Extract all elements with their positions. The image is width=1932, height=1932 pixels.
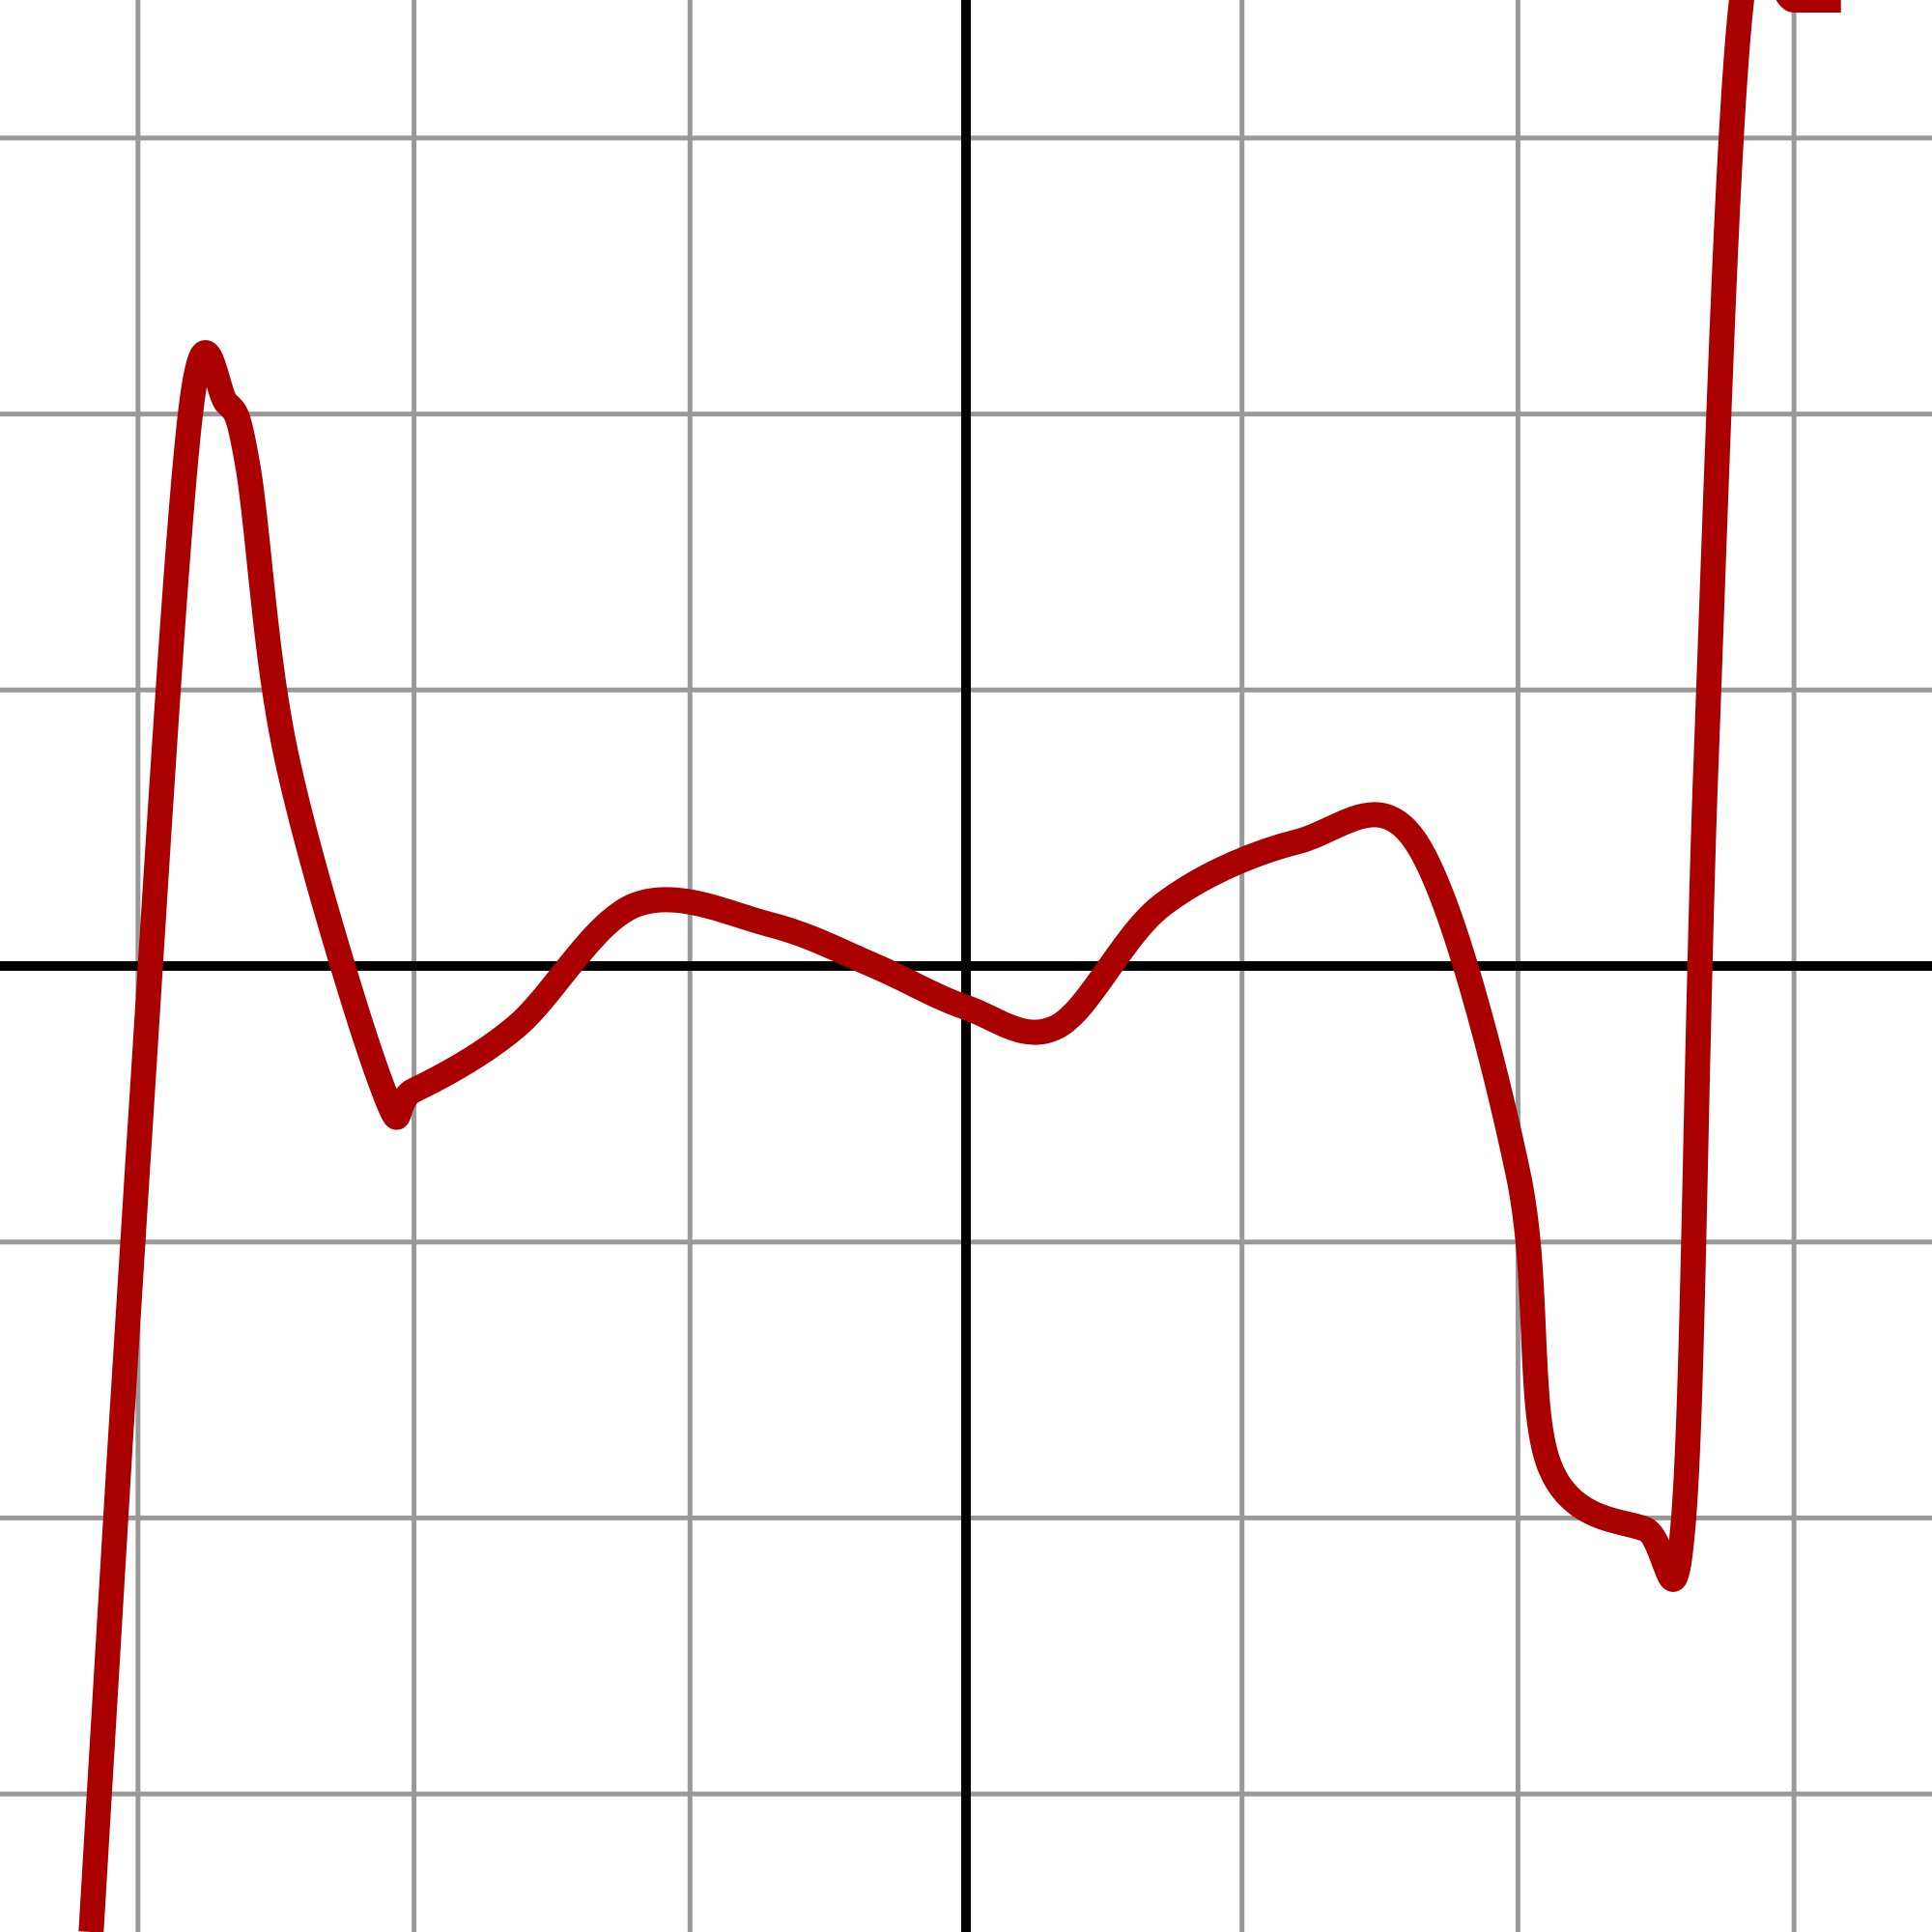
series-line-0: [78, 0, 1841, 1932]
curve-layer: [78, 0, 1841, 1932]
